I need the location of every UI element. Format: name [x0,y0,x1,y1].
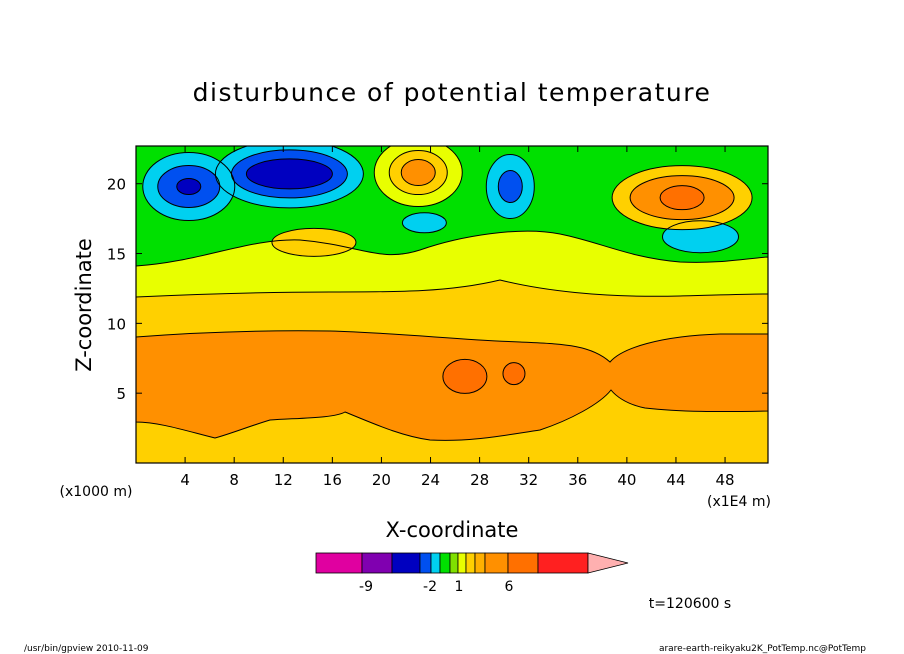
contour-max-8-level-0 [442,359,487,394]
y-unit-label: (x1000 m) [60,484,133,500]
contour-line-max-9-level-0 [502,362,526,386]
y-tick-label: 10 [107,315,126,333]
contour-line-min-2-level-1 [497,169,523,203]
x-unit-label: (x1E4 m) [707,494,771,510]
colorbar-segment [507,552,539,574]
colorbar: -9 -2 1 6 [315,552,629,595]
y-tick-label: 20 [107,176,126,194]
y-tick-label: 15 [107,246,126,264]
x-tick-label: 24 [421,471,440,489]
chart-title: disturbunce of potential temperature [193,78,712,107]
y-axis-title: Z-coordinate [72,238,96,372]
colorbar-segment [430,552,441,574]
contour-line-min-1-level-2 [245,158,333,190]
x-tick-label: 4 [180,471,190,489]
colorbar-tick-label: -2 [423,579,437,595]
colorbar-segment [315,552,363,574]
x-tick-label: 8 [229,471,239,489]
contour-line-max-7-level-0 [271,227,357,257]
contour-line-max-6-level-1 [629,175,735,221]
colorbar-segment [419,552,432,574]
contour-min-1-level-2 [246,158,333,189]
y-tick-label: 5 [116,385,126,403]
contour-line-min-4-level-0 [662,220,740,254]
plot-area [136,146,768,463]
x-tick-label: 28 [470,471,489,489]
x-tick-label: 48 [716,471,735,489]
colorbar-segment [474,552,486,574]
colorbar-segment [484,552,509,574]
colorbar-extend-arrow [587,552,629,574]
footer-right: arare-earth-reikyaku2K_PotTemp.nc@PotTem… [659,644,866,654]
x-axis-title: X-coordinate [386,518,519,542]
x-tick-label: 16 [323,471,342,489]
x-axis-ticks: 4 8 12 16 20 24 28 32 36 40 44 48 [180,146,735,489]
x-tick-label: 12 [274,471,293,489]
contour-line-min-0-level-2 [176,177,202,195]
colorbar-segment [457,552,467,574]
colorbar-segment [537,552,589,574]
contour-max-7-level-0 [271,228,356,257]
colorbar-tick-label: 6 [505,579,514,595]
contour-line-max-5-level-1 [388,150,448,196]
contour-line-min-0-level-0 [142,151,236,221]
contour-line-middle [136,279,768,463]
x-tick-label: 40 [617,471,636,489]
contour-line-min-1-level-1 [230,149,348,199]
x-tick-label: 32 [519,471,538,489]
colorbar-tick-label: -9 [359,579,373,595]
colorbar-tick-label: 1 [455,579,464,595]
contour-line-min-1-level-0 [214,146,364,209]
contour-line-max-6-level-2 [659,185,705,211]
x-tick-label: 20 [372,471,391,489]
contour-line-transition [136,230,768,463]
colorbar-segment [465,552,476,574]
contour-line-min-2-level-0 [485,153,535,219]
contour-line-max-8-level-0 [442,358,488,394]
contour-min-3-level-0 [402,212,447,233]
contour-max-9-level-0 [502,362,525,385]
colorbar-segment [439,552,451,574]
contour-max-6-level-2 [660,185,705,210]
contour-lines [136,146,768,463]
contour-line-core [136,330,768,441]
plot-frame [135,145,769,464]
y-axis-ticks: 5 10 15 20 [107,176,768,403]
colorbar-segment [449,552,459,574]
contour-line-max-5-level-0 [373,146,463,208]
x-tick-label: 36 [568,471,587,489]
time-label: t=120600 s [649,596,731,612]
colorbar-segment [361,552,393,574]
contour-max-5-level-2 [401,159,436,186]
contour-line-max-5-level-2 [400,159,436,187]
contour-line-min-3-level-0 [401,212,447,234]
x-tick-label: 44 [666,471,685,489]
contour-min-0-level-2 [176,178,201,195]
contour-min-2-level-1 [498,170,523,203]
footer-left: /usr/bin/gpview 2010-11-09 [24,644,149,654]
colorbar-segment [391,552,421,574]
contour-line-max-6-level-0 [611,165,753,231]
